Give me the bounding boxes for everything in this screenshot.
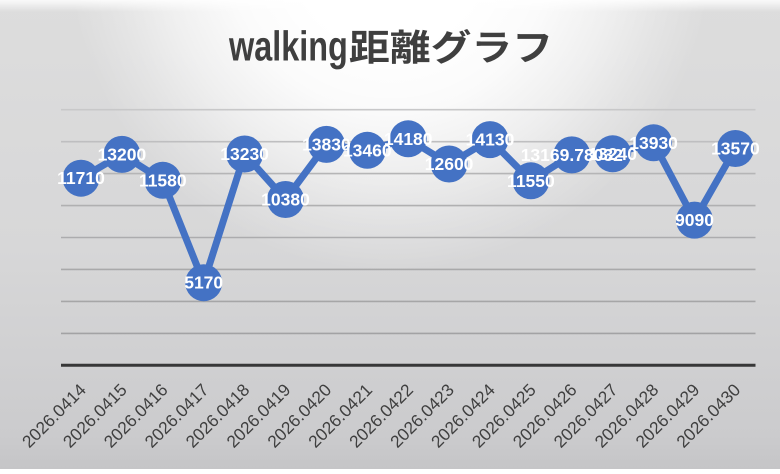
svg-text:14180: 14180 — [384, 129, 433, 149]
svg-text:10380: 10380 — [261, 190, 310, 210]
svg-text:9090: 9090 — [675, 210, 714, 230]
svg-text:11580: 11580 — [139, 170, 187, 190]
svg-text:5170: 5170 — [184, 273, 223, 293]
svg-text:11550: 11550 — [507, 171, 555, 191]
svg-text:13200: 13200 — [98, 144, 147, 164]
svg-text:14130: 14130 — [466, 130, 515, 150]
svg-text:13230: 13230 — [220, 144, 269, 164]
svg-text:13570: 13570 — [711, 139, 760, 159]
svg-text:13169.78032: 13169.78032 — [521, 145, 623, 165]
svg-text:13460: 13460 — [343, 140, 392, 160]
svg-text:13930: 13930 — [629, 133, 678, 153]
svg-text:12600: 12600 — [425, 154, 474, 174]
svg-text:11710: 11710 — [57, 168, 105, 188]
svg-text:13240: 13240 — [588, 144, 637, 164]
svg-text:13830: 13830 — [302, 134, 351, 154]
